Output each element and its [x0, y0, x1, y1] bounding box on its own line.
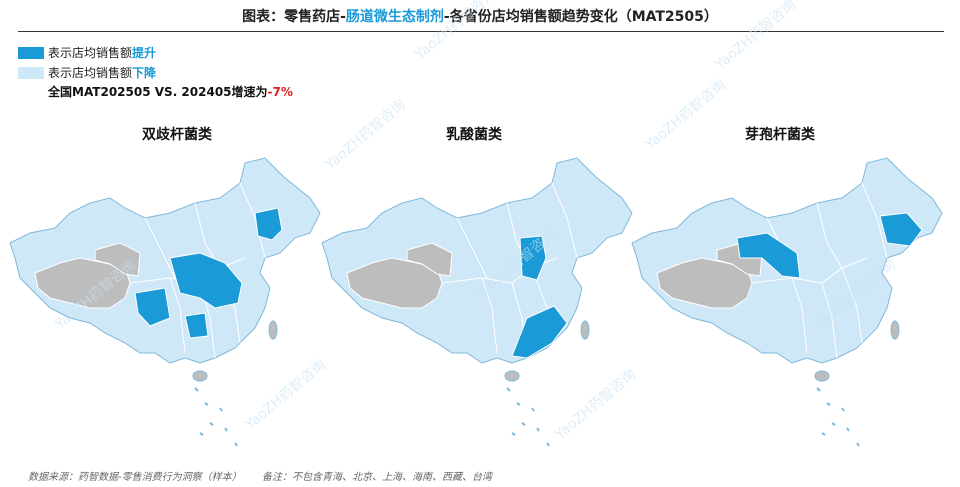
- legend-text: 表示店均销售额: [48, 66, 133, 80]
- watermark: YaoZH药智咨询: [322, 97, 410, 174]
- note-text: 全国MAT202505 VS. 202405增速为: [48, 85, 268, 99]
- rule: [18, 31, 944, 32]
- note: 全国MAT202505 VS. 202405增速为-7%: [48, 83, 293, 100]
- title-highlight: 肠道微生态制剂: [345, 9, 444, 25]
- watermark: YaoZH药智咨询: [412, 0, 500, 64]
- watermark: YaoZH药智咨询: [712, 0, 800, 74]
- note-value: -7%: [267, 85, 293, 99]
- map-2: [321, 157, 633, 447]
- legend-highlight: 下降: [132, 66, 157, 80]
- legend-text: 表示店均销售额: [48, 46, 133, 60]
- legend-highlight: 提升: [132, 46, 157, 60]
- legend-up: 表示店均销售额 提升: [18, 44, 156, 61]
- footer-source: 数据来源：药智数据-零售消费行为洞察（样本）: [28, 472, 242, 483]
- watermark: YaoZH药智咨询: [552, 367, 640, 444]
- footer-remark: 备注：不包含青海、北京、上海、海南、西藏、台湾: [262, 472, 492, 483]
- map-3: [631, 157, 943, 447]
- watermark: YaoZH药智咨询: [642, 77, 730, 154]
- watermark: YaoZH药智咨询: [242, 357, 330, 434]
- title: 图表：零售药店-肠道微生态制剂-各省份店均销售额趋势变化（MAT2505）: [0, 6, 960, 26]
- legend-down: 表示店均销售额 下降: [18, 64, 156, 81]
- map-1: [9, 157, 321, 447]
- map-title: 双歧杆菌类: [142, 127, 212, 143]
- map-title: 乳酸菌类: [446, 127, 502, 143]
- title-suffix: -各省份店均销售额趋势变化（MAT2505）: [443, 9, 718, 25]
- map-title: 芽孢杆菌类: [745, 127, 815, 143]
- title-prefix: 图表：零售药店-: [242, 9, 346, 25]
